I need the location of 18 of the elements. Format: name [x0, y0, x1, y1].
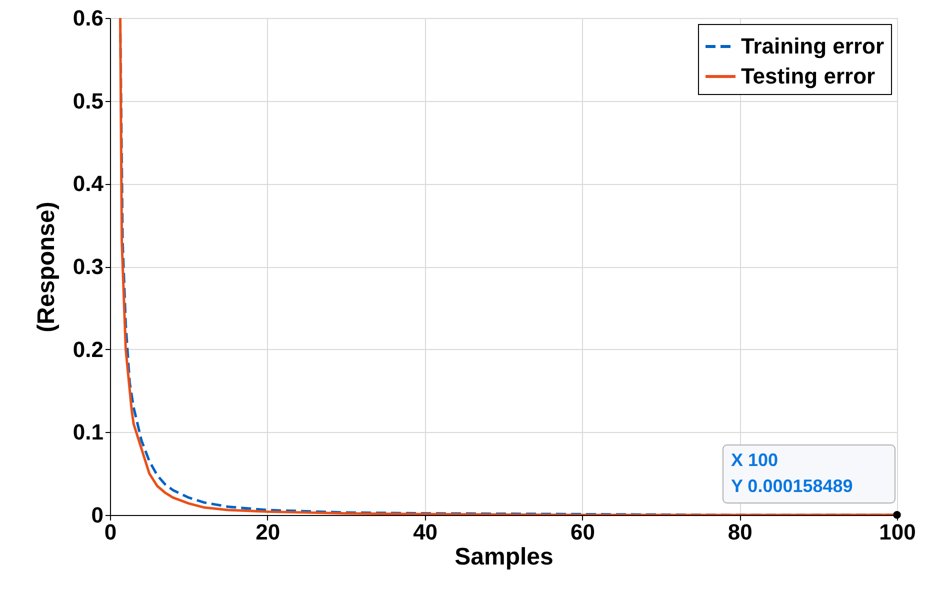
- y-tick-label: 0.3: [72, 254, 104, 279]
- y-tick-label: 0.4: [72, 171, 104, 196]
- y-tick-label: 0.1: [72, 420, 104, 445]
- annotation: Y 0.000158489: [731, 476, 853, 496]
- x-tick-label: 100: [879, 520, 916, 544]
- y-axis-title: (Response): [32, 202, 60, 332]
- annotation: X 100: [731, 450, 778, 470]
- y-tick-label: 0.6: [72, 6, 104, 30]
- x-tick-label: 40: [413, 520, 438, 544]
- y-tick-label: 0: [91, 502, 104, 528]
- x-axis-title: Samples: [454, 544, 554, 570]
- legend-label: Testing error: [741, 64, 876, 88]
- x-tick-label: 80: [728, 520, 752, 544]
- y-tick-label: 0.5: [72, 88, 104, 114]
- x-tick-label: 20: [256, 520, 280, 544]
- x-tick-label: 60: [570, 520, 595, 544]
- y-tick-label: 0.2: [72, 336, 104, 362]
- legend-label: Training error: [741, 34, 884, 58]
